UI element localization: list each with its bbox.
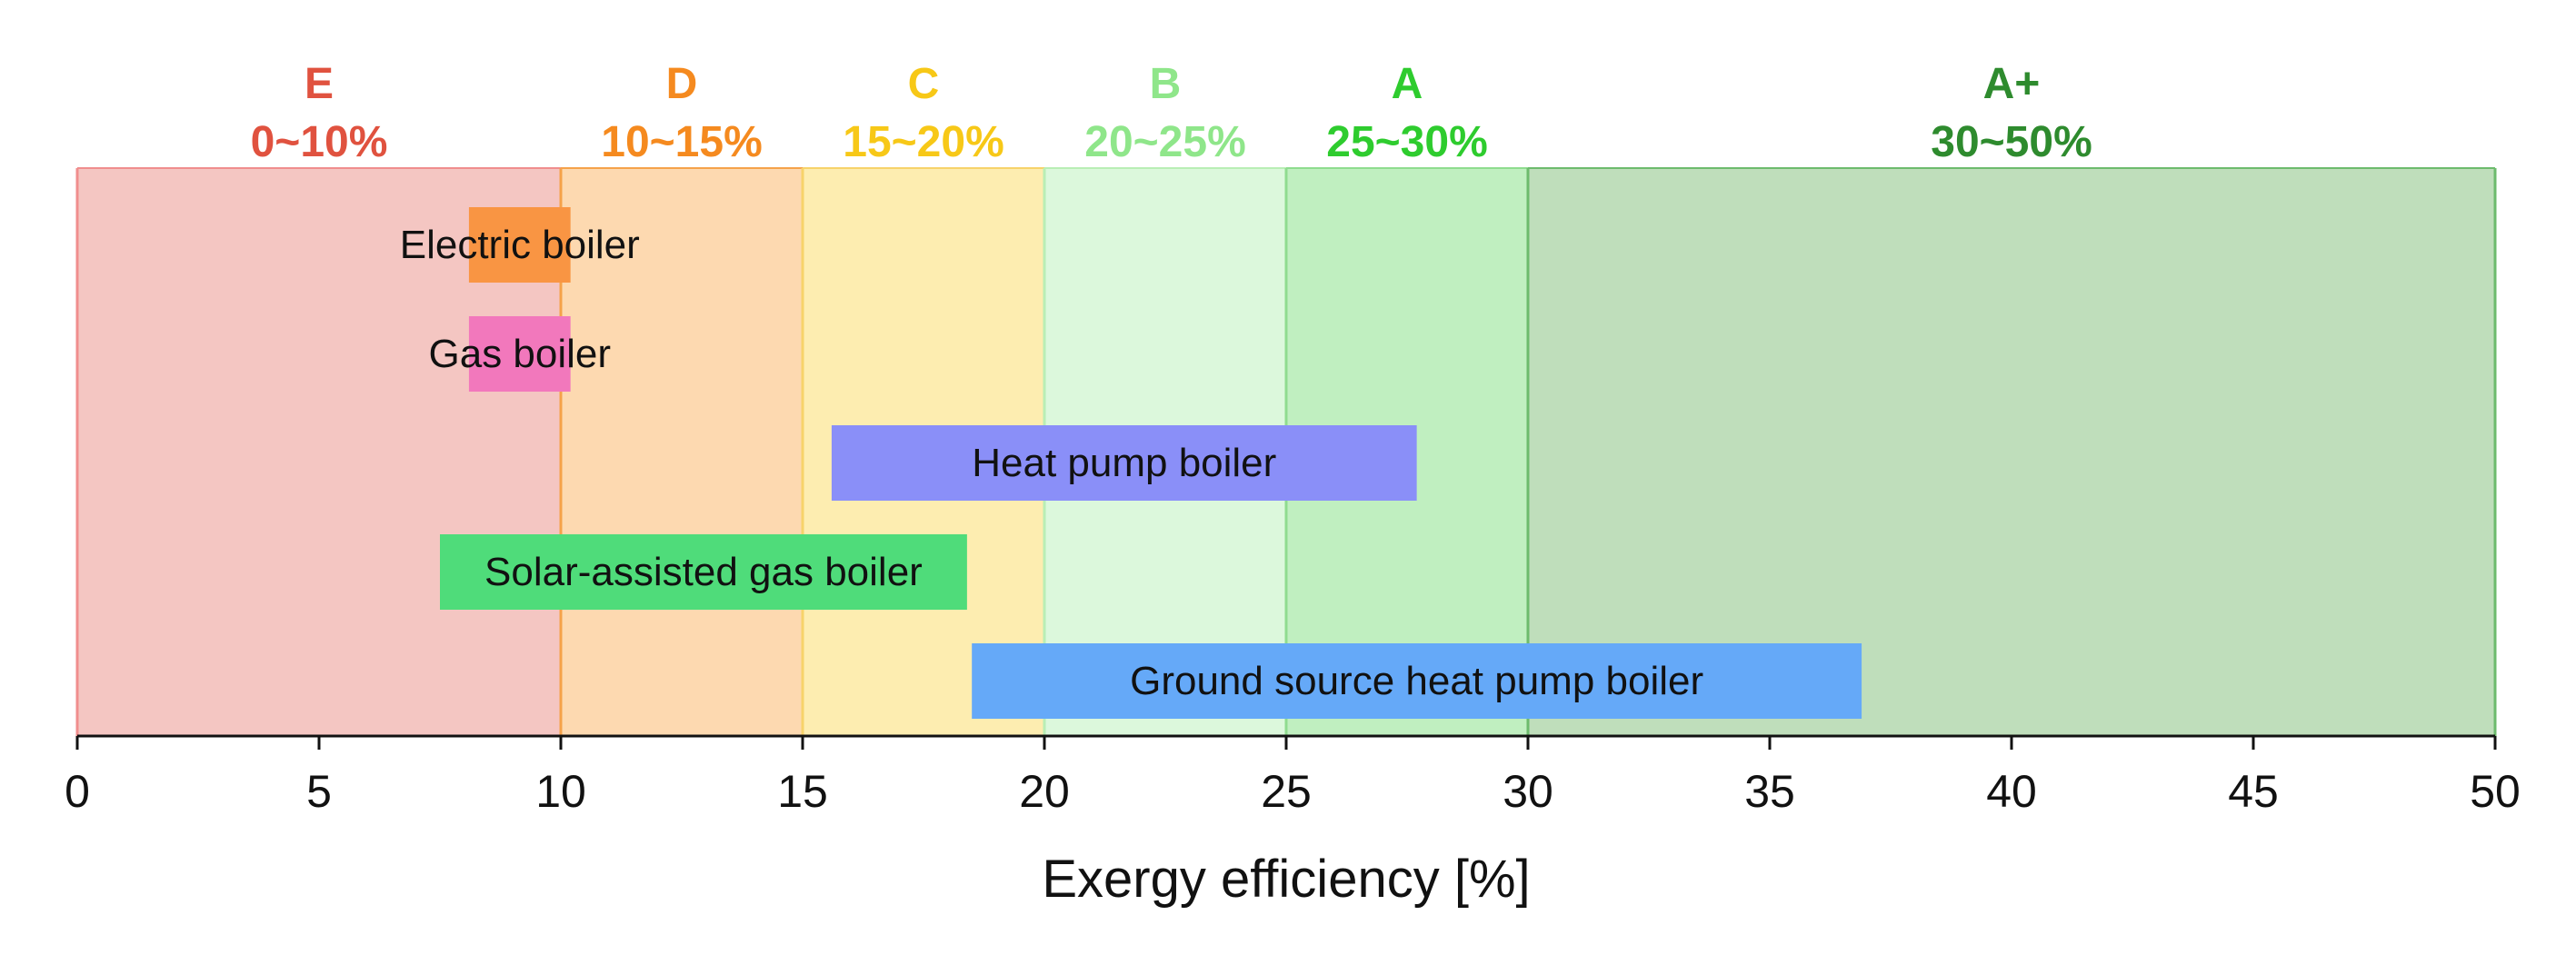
grade-letter-d: D	[666, 60, 698, 108]
grade-letter-e: E	[305, 60, 334, 108]
bar-label-electric-boiler: Electric boiler	[400, 223, 640, 267]
grade-labels: E 0~10% D 10~15% C 15~20% B 20~25% A 25~30% A+ 30~5…	[251, 60, 2092, 166]
x-tick-label-30: 30	[1503, 766, 1553, 817]
grade-letter-a-plus: A+	[1983, 60, 2041, 108]
bar-heat-pump-boiler	[831, 425, 1417, 501]
grade-letter-c: C	[908, 60, 940, 108]
x-tick-label-45: 45	[2228, 766, 2279, 817]
x-tick-label-25: 25	[1261, 766, 1312, 817]
bar-label-solar-assisted-gas-boiler: Solar-assisted gas boiler	[484, 550, 923, 594]
bar-gas-boiler	[468, 316, 571, 392]
grade-letter-a: A	[1392, 60, 1423, 108]
grade-range-a: 25~30%	[1326, 118, 1488, 166]
bar-ground-source-heat-pump-boiler	[972, 643, 1862, 719]
x-axis-label: Exergy efficiency [%]	[1042, 850, 1530, 909]
x-axis: 0 5 10 15 20 25 30 35 40 45 50	[65, 734, 2521, 817]
grade-band-d	[561, 168, 803, 736]
grade-range-a-plus: 30~50%	[1931, 118, 2092, 166]
x-tick-label-15: 15	[777, 766, 828, 817]
x-tick-label-50: 50	[2470, 766, 2521, 817]
bars: Electric boiler Gas boiler Heat pump boile…	[400, 207, 1862, 719]
x-tick-label-0: 0	[65, 766, 90, 817]
bar-label-gas-boiler: Gas boiler	[429, 332, 612, 376]
bar-solar-assisted-gas-boiler	[440, 534, 967, 610]
grade-range-b: 20~25%	[1084, 118, 1246, 166]
grade-range-c: 15~20%	[843, 118, 1004, 166]
x-tick-label-40: 40	[1986, 766, 2037, 817]
grade-band-a-plus	[1528, 168, 2495, 736]
bar-label-ground-source-heat-pump-boiler: Ground source heat pump boiler	[1130, 659, 1703, 703]
x-tick-label-35: 35	[1744, 766, 1795, 817]
bar-electric-boiler	[468, 207, 571, 283]
x-tick-label-10: 10	[535, 766, 586, 817]
bar-label-heat-pump-boiler: Heat pump boiler	[972, 441, 1276, 485]
grade-range-d: 10~15%	[601, 118, 763, 166]
grade-range-e: 0~10%	[251, 118, 388, 166]
grade-letter-b: B	[1150, 60, 1182, 108]
x-tick-label-20: 20	[1019, 766, 1070, 817]
x-tick-label-5: 5	[306, 766, 332, 817]
